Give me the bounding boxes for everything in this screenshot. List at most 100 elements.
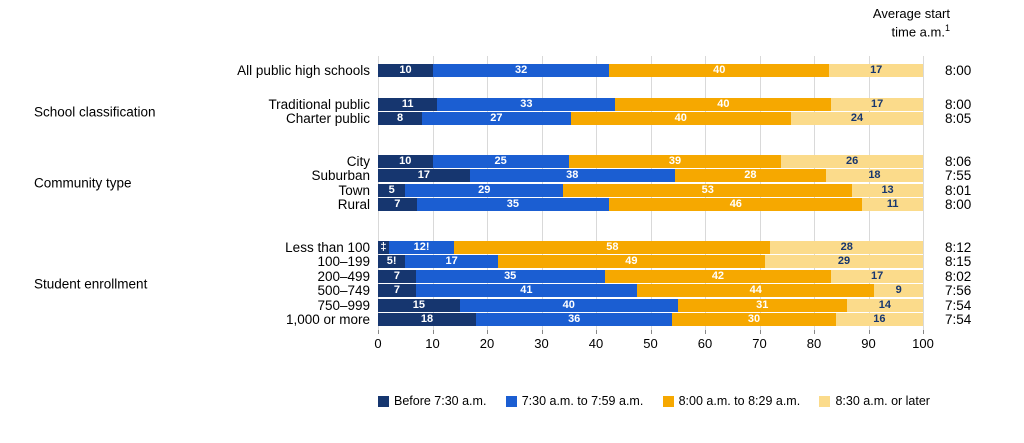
- stacked-bar: 10 32 40 17: [378, 63, 923, 77]
- legend-label: Before 7:30 a.m.: [394, 394, 487, 408]
- bar-segment: 30: [672, 313, 836, 327]
- avg-start-time-value: 8:02: [945, 268, 972, 284]
- avg-note-line1: Average start: [872, 6, 950, 21]
- x-axis-tick-label: 100: [912, 336, 934, 351]
- category-label: Suburban: [311, 168, 370, 184]
- bar-segment: 15: [378, 298, 460, 312]
- legend-item: 8:30 a.m. or later: [819, 394, 930, 408]
- bar-value-label: 58: [606, 240, 619, 253]
- stacked-bar: 10 25 39 26: [378, 154, 923, 168]
- bar-value-label: 17: [871, 269, 884, 282]
- stacked-bar: 18 36 30 16: [378, 313, 923, 327]
- bar-value-label: 8: [396, 112, 404, 125]
- bar-value-label: 49: [625, 255, 638, 268]
- bar-segment: 40: [615, 97, 832, 111]
- avg-start-time-value: 8:01: [945, 182, 972, 198]
- bar-value-label: 32: [515, 63, 528, 76]
- bar-value-label: 24: [850, 112, 864, 125]
- stacked-bar: 8 27 40 24: [378, 112, 924, 126]
- legend-label: 8:00 a.m. to 8:29 a.m.: [678, 394, 801, 408]
- bar-value-label: 35: [504, 269, 517, 282]
- bar-row: City 10 25 39 26 8:06: [0, 154, 1024, 169]
- stacked-bar: 15 40 31 14: [378, 298, 923, 312]
- category-label: Traditional public: [268, 96, 370, 112]
- bar-value-label: 11: [886, 198, 899, 211]
- bar-segment: 7: [378, 284, 416, 298]
- bar-segment: 11: [862, 198, 923, 212]
- bar-value-label: 36: [568, 313, 581, 326]
- bar-segment: 53: [563, 183, 853, 197]
- bar-row: 100–199 5! 17 49 29 8:15: [0, 254, 1024, 270]
- bar-value-label: 7: [393, 269, 400, 282]
- x-axis-tick: [596, 330, 597, 334]
- legend-swatch: [505, 395, 517, 407]
- bar-value-label: 10: [399, 154, 412, 167]
- bar-segment: 7: [378, 198, 417, 212]
- bar-segment: 25: [432, 154, 569, 168]
- bar-row: 500–749 7 41 44 9 7:56: [0, 283, 1024, 299]
- x-axis-tick-label: 50: [643, 336, 658, 351]
- bar-value-label: 25: [494, 154, 507, 167]
- bar-value-label: 17: [417, 169, 430, 182]
- category-label: Charter public: [285, 111, 370, 127]
- avg-start-time-value: 7:56: [945, 283, 972, 299]
- x-axis-tick: [759, 330, 761, 334]
- bar-value-label: 18: [868, 169, 881, 182]
- bar-segment: 5: [378, 183, 406, 197]
- avg-start-time-value: 8:00: [945, 96, 972, 112]
- bar-value-label: 41: [520, 284, 533, 297]
- bar-segment: 17: [378, 169, 470, 183]
- bar-value-label: 5: [388, 183, 395, 196]
- bar-value-label: 29: [478, 183, 491, 196]
- avg-start-time-value: 8:15: [945, 254, 972, 270]
- category-label: 1,000 or more: [285, 312, 370, 328]
- bar-value-label: 7: [394, 198, 401, 211]
- bar-value-label: ‡: [380, 240, 387, 253]
- bar-value-label: 40: [717, 97, 730, 110]
- bar-row: 200–499 7 35 42 17 8:02: [0, 269, 1024, 284]
- bar-segment: 17: [831, 269, 923, 283]
- bar-segment: 42: [604, 269, 832, 283]
- bar-value-label: 28: [744, 169, 757, 182]
- legend-item: 8:00 a.m. to 8:29 a.m.: [662, 394, 801, 408]
- bar-segment: 27: [422, 112, 571, 126]
- bar-segment: 28: [674, 169, 826, 183]
- legend-item: Before 7:30 a.m.: [378, 394, 486, 408]
- bar-value-label: 28: [840, 240, 853, 253]
- bar-value-label: 7: [393, 284, 400, 297]
- bar-segment: 35: [415, 269, 605, 283]
- row-group: School classification Traditional public 1…: [0, 96, 1024, 127]
- category-label: 100–199: [317, 254, 370, 270]
- stacked-bar: 11 33 40 17: [378, 97, 923, 111]
- stacked-bar: 5! 17 49 29: [378, 255, 923, 269]
- bar-segment: 10: [378, 63, 434, 77]
- bar-row: Charter public 8 27 40 24 8:05: [0, 111, 1024, 127]
- x-axis-tick-label: 90: [861, 336, 876, 351]
- bar-segment: 10: [378, 154, 433, 168]
- bar-value-label: 31: [756, 298, 769, 311]
- bar-value-label: 10: [399, 63, 412, 76]
- avg-start-time-value: 8:06: [945, 153, 972, 169]
- x-axis-tick: [705, 330, 706, 334]
- bar-segment: 11: [378, 97, 438, 111]
- bar-value-label: 27: [490, 112, 503, 125]
- bar-segment: 49: [497, 255, 765, 269]
- bar-value-label: 42: [711, 269, 725, 282]
- avg-start-time-value: 8:00: [945, 62, 972, 78]
- stacked-bar: 7 41 44 9: [378, 284, 923, 298]
- x-axis-tick-label: 10: [425, 336, 440, 351]
- category-label: Less than 100: [285, 239, 370, 255]
- bar-value-label: 17: [445, 255, 458, 268]
- category-label: All public high schools: [237, 62, 370, 78]
- bar-segment: 36: [476, 313, 673, 327]
- category-label: City: [346, 153, 370, 169]
- x-axis-tick: [650, 330, 652, 334]
- bar-value-label: 44: [749, 284, 762, 297]
- bar-value-label: 9: [895, 284, 902, 297]
- bar-segment: 29: [405, 183, 564, 197]
- bar-row: Suburban 17 38 28 18 7:55: [0, 168, 1024, 184]
- gridline: [923, 56, 924, 330]
- bar-segment: 44: [637, 284, 875, 298]
- bar-segment: 18: [378, 313, 477, 327]
- bar-segment: 9: [874, 284, 923, 298]
